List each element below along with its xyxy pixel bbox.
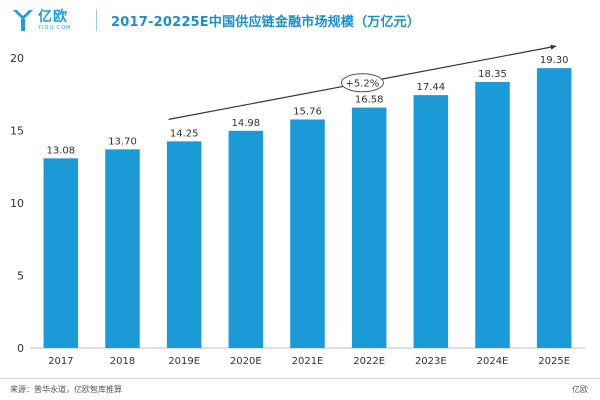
y-tick-label: 5: [17, 270, 24, 283]
data-label: 19.30: [540, 55, 569, 66]
x-tick-label: 2018: [110, 356, 135, 367]
data-label: 17.44: [417, 82, 446, 93]
bar: [228, 130, 264, 348]
logo-subtext: YIOU.COM: [38, 24, 72, 31]
bar: [475, 81, 510, 349]
footer: 来源：普华永道，亿欧智库推算 亿欧: [0, 378, 600, 400]
data-label: 15.76: [293, 106, 322, 117]
source-note: 来源：普华永道，亿欧智库推算: [10, 385, 122, 394]
x-tick-label: 2025E: [538, 356, 570, 367]
y-tick-label: 0: [17, 342, 24, 355]
bar: [351, 107, 387, 348]
page-title: 2017-20225E中国供应链金融市场规模（万亿元）: [111, 14, 421, 30]
data-label: 18.35: [478, 69, 507, 80]
x-tick-label: 2020E: [230, 356, 262, 367]
x-tick-label: 2021E: [292, 356, 324, 367]
data-label: 13.70: [108, 136, 137, 147]
x-tick-label: 2017: [48, 356, 73, 367]
logo-icon: [13, 10, 33, 31]
bar-chart: 0 5 10 15 20 13.08 2017 13.70 2018 14.25 2019E 14.9…: [10, 44, 585, 367]
trend-arrowhead: [550, 44, 557, 50]
y-tick-label: 15: [10, 125, 24, 138]
growth-rate-label: +5.2%: [345, 78, 379, 89]
bar: [166, 141, 202, 348]
bar: [536, 68, 572, 349]
x-tick-label: 2024E: [477, 356, 509, 367]
header-divider: [96, 9, 97, 31]
bar: [413, 95, 449, 348]
x-tick-label: 2023E: [415, 356, 447, 367]
x-tick-label: 2022E: [353, 356, 385, 367]
bar: [290, 119, 325, 348]
footer-brand: 亿欧: [572, 385, 588, 394]
data-label: 14.25: [170, 128, 199, 139]
logo[interactable]: 亿欧 YIOU.COM: [12, 8, 90, 32]
bar: [105, 149, 140, 348]
annotation-bubble: [340, 73, 384, 93]
x-tick-label: 2019E: [168, 356, 200, 367]
data-label: 16.58: [355, 95, 384, 106]
logo-text: 亿欧: [38, 8, 68, 25]
chart-area: 0 5 10 15 20 13.08 2017 13.70 2018 14.25 2019E 14.9…: [0, 40, 600, 375]
data-label: 13.08: [47, 145, 76, 156]
y-tick-label: 10: [10, 197, 24, 210]
bar: [43, 158, 79, 348]
data-label: 14.98: [232, 118, 261, 129]
y-tick-label: 20: [10, 52, 24, 65]
header: 亿欧 YIOU.COM 2017-20225E中国供应链金融市场规模（万亿元）: [0, 0, 600, 40]
